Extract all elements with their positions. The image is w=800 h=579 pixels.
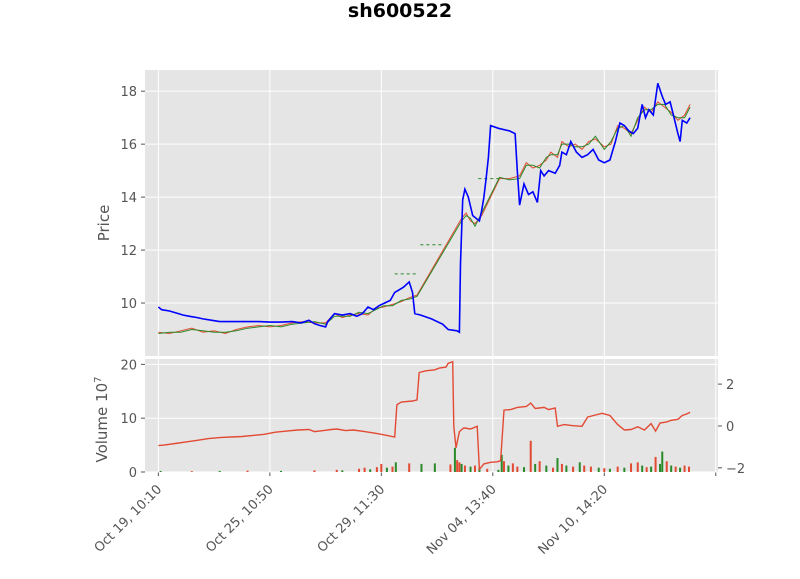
- volume-bar-2: [218, 470, 221, 472]
- volume-bar-55: [641, 465, 644, 472]
- volume-bar-34: [516, 466, 519, 472]
- volume-bar-7: [341, 470, 344, 472]
- volume-bar-15: [394, 462, 397, 472]
- volume-bar-12: [380, 463, 383, 472]
- volume-bar-33: [511, 463, 514, 472]
- volume-bar-13: [385, 467, 388, 472]
- volume-bar-3: [246, 470, 249, 472]
- price-tick-label-4: 18: [120, 85, 137, 100]
- volume-bar-8: [358, 468, 361, 472]
- volume-bar-31: [502, 461, 505, 472]
- volume-bar-19: [449, 464, 452, 472]
- volume-bar-43: [565, 465, 568, 472]
- volume-bar-9: [363, 467, 366, 472]
- price-series-price-red: [158, 101, 691, 335]
- volume-line: [158, 360, 691, 472]
- volume-bar-42: [560, 463, 563, 472]
- volume-bar-1: [190, 471, 193, 472]
- volume-bar-58: [654, 456, 657, 472]
- volume-bar-65: [683, 465, 686, 472]
- volume-bar-41: [556, 458, 559, 472]
- volume-bar-4: [280, 470, 283, 472]
- volume-bar-47: [589, 466, 592, 472]
- chart-title: sh600522: [347, 0, 453, 22]
- volume-bar-50: [608, 468, 611, 472]
- price-tick-label-2: 14: [120, 191, 137, 206]
- volume-bar-49: [603, 468, 606, 472]
- volume-bar-16: [408, 463, 411, 472]
- volume-bar-17: [420, 463, 423, 472]
- x-tick-label-4: Nov 10, 14:20: [536, 482, 612, 558]
- volume-bar-52: [623, 467, 626, 472]
- volume-bar-51: [616, 466, 619, 472]
- volume-axis-exponent: 7: [93, 376, 104, 382]
- volume-bar-35: [523, 467, 526, 472]
- volume-bar-24: [463, 465, 466, 472]
- volume-bar-20: [453, 447, 456, 472]
- volume-bar-54: [636, 462, 639, 472]
- volume-tick-label-0: 0: [129, 466, 137, 481]
- volume-bar-30: [500, 454, 503, 472]
- volume-axis-label: Volume 107: [93, 376, 111, 462]
- volume-bar-64: [679, 467, 682, 472]
- price-tick-label-0: 10: [120, 297, 137, 312]
- volume-bar-57: [650, 466, 653, 472]
- volume-right-tick-label-2: 2: [726, 378, 734, 393]
- volume-bar-25: [469, 466, 472, 472]
- price-axis-label: Price: [95, 205, 113, 242]
- volume-bar-28: [486, 468, 489, 472]
- volume-bar-62: [670, 465, 673, 472]
- volume-panel-background: [145, 359, 718, 472]
- volume-bar-48: [597, 467, 600, 472]
- volume-bar-56: [645, 467, 648, 472]
- volume-bar-44: [572, 466, 575, 472]
- volume-bar-37: [534, 463, 537, 472]
- volume-bar-36: [529, 440, 532, 472]
- x-tick-label-1: Oct 25, 10:50: [203, 482, 276, 555]
- price-tick-label-3: 16: [120, 138, 137, 153]
- volume-right-tick-label-0: −2: [726, 462, 745, 477]
- volume-bar-23: [460, 463, 463, 472]
- price-tick-label-1: 12: [120, 244, 137, 259]
- volume-tick-label-1: 10: [120, 412, 137, 427]
- volume-tick-label-2: 20: [120, 358, 137, 373]
- volume-bar-61: [665, 461, 668, 472]
- x-tick-label-0: Oct 19, 10:10: [92, 482, 165, 555]
- volume-bar-22: [458, 462, 461, 472]
- volume-bar-6: [335, 469, 338, 472]
- volume-bar-60: [661, 451, 664, 472]
- volume-bar-46: [583, 465, 586, 472]
- volume-bar-53: [630, 463, 633, 472]
- volume-bar-0: [159, 470, 162, 472]
- volume-bar-21: [456, 460, 459, 472]
- volume-bar-63: [674, 466, 677, 472]
- volume-bar-10: [369, 469, 372, 472]
- volume-bar-18: [433, 463, 436, 472]
- volume-bar-26: [473, 465, 476, 472]
- volume-bar-40: [552, 467, 555, 472]
- volume-bar-38: [538, 461, 541, 472]
- volume-bar-11: [375, 467, 378, 472]
- volume-bar-66: [688, 466, 691, 472]
- x-tick-label-3: Nov 04, 13:40: [424, 482, 500, 558]
- volume-bar-59: [659, 463, 662, 472]
- volume-bar-14: [391, 466, 394, 472]
- volume-bar-29: [497, 469, 500, 472]
- volume-axis-label-text: Volume 10: [93, 383, 111, 463]
- price-panel-background: [145, 70, 718, 356]
- volume-bar-5: [313, 470, 316, 472]
- volume-bar-45: [578, 462, 581, 472]
- price-series-moving-average: [157, 82, 691, 334]
- volume-bar-32: [507, 465, 510, 472]
- volume-right-tick-label-1: 0: [726, 420, 734, 435]
- x-tick-label-2: Oct 29, 11:30: [315, 482, 388, 555]
- volume-bar-39: [545, 465, 548, 472]
